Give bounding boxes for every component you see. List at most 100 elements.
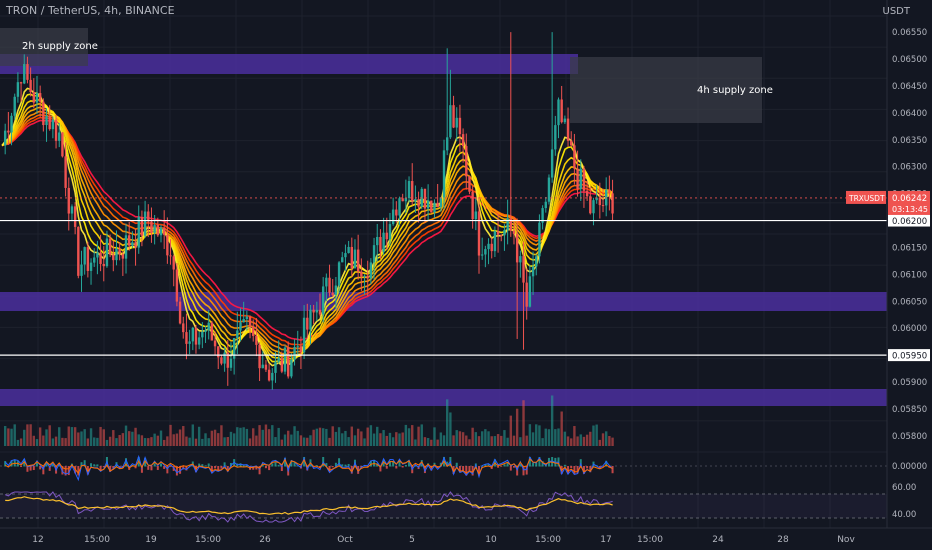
volume-bar [309, 435, 312, 446]
volume-bar [487, 431, 490, 446]
volume-bar [45, 429, 48, 446]
macd-histogram-bar [102, 466, 105, 468]
candle-body [48, 116, 51, 130]
macd-histogram-bar [144, 457, 147, 467]
volume-bar [493, 436, 497, 446]
candle-body [277, 358, 280, 362]
volume-bar [388, 432, 392, 446]
candle-body [283, 347, 287, 372]
volume-bar [280, 439, 284, 446]
volume-bar [535, 424, 538, 446]
macd-histogram-bar [484, 464, 487, 467]
macd-histogram-bar [198, 463, 201, 467]
candle-body [334, 285, 338, 296]
date-tick-label: 5 [409, 535, 415, 545]
symbol-tag-bg [846, 190, 886, 204]
volume-bar [480, 431, 484, 446]
macd-histogram-bar [35, 462, 38, 467]
candle-body [458, 117, 462, 135]
volume-bar [458, 431, 462, 446]
volume-bar [16, 439, 20, 446]
volume-bar [124, 425, 128, 446]
candle-body [229, 358, 233, 368]
volume-bar [131, 431, 134, 446]
candle-body [115, 248, 118, 261]
candle-body [525, 282, 528, 307]
volume-bar [118, 435, 121, 446]
volume-bar [598, 439, 602, 446]
candle-body [341, 257, 344, 263]
price-tick-label: 0.06150 [892, 243, 927, 253]
volume-bar [105, 439, 109, 446]
volume-bar [242, 427, 245, 446]
candle-body [175, 269, 179, 302]
macd-histogram-bar [83, 460, 86, 467]
volume-bar [557, 428, 560, 446]
macd-histogram-bar [458, 466, 461, 472]
macd-histogram-bar [532, 462, 535, 467]
date-tick-label: 19 [145, 535, 157, 545]
price-tick-label: 0.05850 [892, 405, 927, 415]
candle-body [162, 227, 166, 235]
volume-bar [611, 437, 614, 446]
volume-bar [10, 428, 13, 446]
volume-bar [544, 428, 547, 446]
volume-bar [426, 438, 430, 446]
volume-bar [306, 437, 309, 446]
supply-zone-4h-label: 4h supply zone [697, 85, 773, 96]
macd-histogram-bar [369, 460, 372, 467]
volume-bar [213, 429, 217, 446]
candle-body [29, 79, 32, 93]
date-tick-label: 15:00 [535, 535, 561, 545]
candle-body [522, 256, 525, 283]
candle-body [531, 266, 535, 277]
volume-bar [449, 412, 452, 446]
macd-histogram-bar [503, 464, 506, 467]
price-tick-label: 0.06450 [892, 82, 927, 92]
volume-bar [26, 424, 29, 446]
volume-bar [169, 424, 172, 446]
candle-body [455, 117, 458, 128]
macd-histogram-bar [20, 466, 23, 467]
volume-bar [239, 427, 242, 446]
volume-bar [582, 436, 586, 446]
price-tick-label: 0.06000 [892, 324, 927, 334]
level-tag-bg [888, 349, 930, 362]
volume-bar [321, 428, 325, 446]
candle-body [67, 187, 70, 214]
macd-histogram-bar [541, 461, 544, 467]
macd-histogram-bar [404, 464, 407, 467]
volume-bar [3, 426, 7, 446]
volume-bar [226, 437, 229, 446]
volume-bar [573, 426, 576, 446]
macd-histogram-bar [452, 466, 455, 474]
volume-bar [576, 436, 579, 446]
volume-bar [217, 433, 220, 446]
candle-body [239, 322, 242, 331]
candle-body [182, 323, 185, 333]
macd-histogram-bar [379, 466, 382, 472]
candle-body [112, 254, 115, 261]
macd-histogram-bar [385, 466, 388, 469]
candle-body [3, 130, 7, 146]
candle-body [376, 236, 379, 246]
volume-bar [54, 436, 58, 446]
volume-bar [538, 425, 541, 446]
candle-body [7, 130, 10, 133]
date-tick-label: 17 [600, 535, 611, 545]
volume-bar [366, 427, 369, 446]
candle-body [331, 292, 334, 296]
candle-body [26, 64, 29, 80]
macd-histogram-bar [23, 459, 26, 467]
volume-bar [86, 438, 90, 446]
candle-body [280, 358, 284, 372]
candle-body [191, 327, 194, 342]
candle-body [344, 253, 347, 258]
volume-bar [356, 428, 360, 446]
macd-histogram-bar [185, 466, 188, 471]
macd-histogram-bar [328, 466, 331, 472]
volume-bar [172, 434, 175, 446]
volume-bar [328, 437, 331, 446]
volume-bar [341, 433, 344, 446]
